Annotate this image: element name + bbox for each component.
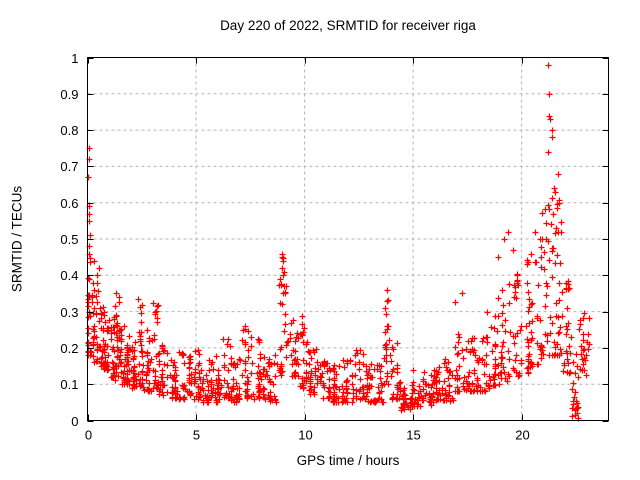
- x-axis-label: GPS time / hours: [296, 453, 400, 468]
- y-tick-label: 0.7: [60, 159, 78, 174]
- x-tick-label: 10: [298, 428, 312, 443]
- y-tick-label: 0.8: [60, 123, 78, 138]
- x-tick-label: 0: [85, 428, 92, 443]
- y-tick-label: 0.6: [60, 196, 78, 211]
- x-tick-label: 15: [406, 428, 420, 443]
- y-tick-label: 0.2: [60, 341, 78, 356]
- scatter-points: [85, 62, 593, 422]
- x-tick-label: 5: [193, 428, 200, 443]
- y-tick-label: 1: [71, 51, 78, 66]
- y-tick-label: 0: [71, 414, 78, 429]
- chart-title: Day 220 of 2022, SRMTID for receiver rig…: [220, 18, 476, 33]
- y-tick-label: 0.4: [60, 268, 78, 283]
- y-tick-label: 0.1: [60, 377, 78, 392]
- y-tick-label: 0.3: [60, 305, 78, 320]
- y-tick-label: 0.5: [60, 232, 78, 247]
- x-tick-label: 20: [515, 428, 529, 443]
- y-tick-label: 0.9: [60, 87, 78, 102]
